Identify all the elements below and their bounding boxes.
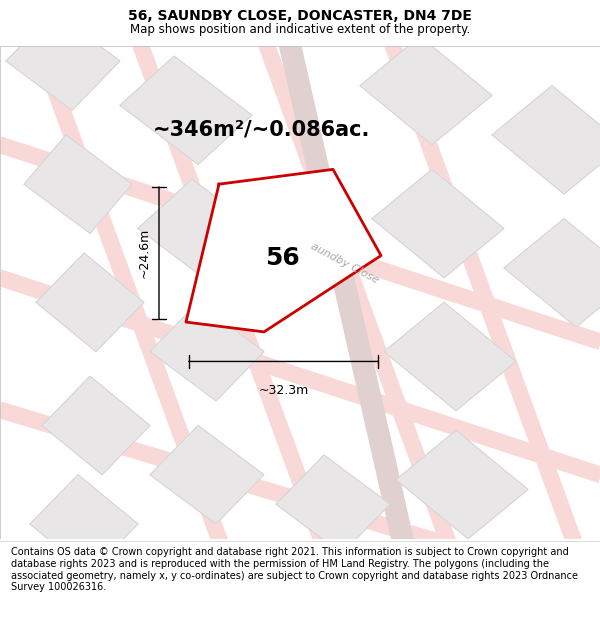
Polygon shape (138, 179, 264, 282)
Polygon shape (6, 12, 120, 110)
Polygon shape (276, 455, 390, 554)
Text: aundby Close: aundby Close (310, 241, 380, 285)
Text: Map shows position and indicative extent of the property.: Map shows position and indicative extent… (130, 23, 470, 36)
Text: Contains OS data © Crown copyright and database right 2021. This information is : Contains OS data © Crown copyright and d… (11, 548, 578, 592)
Text: ~346m²/~0.086ac.: ~346m²/~0.086ac. (152, 120, 370, 140)
Polygon shape (120, 56, 252, 164)
Polygon shape (150, 426, 264, 524)
Polygon shape (504, 219, 600, 327)
Polygon shape (150, 302, 264, 401)
Polygon shape (36, 253, 144, 352)
Polygon shape (42, 376, 150, 475)
Polygon shape (30, 475, 138, 573)
Text: 56, SAUNDBY CLOSE, DONCASTER, DN4 7DE: 56, SAUNDBY CLOSE, DONCASTER, DN4 7DE (128, 9, 472, 23)
Text: ~24.6m: ~24.6m (137, 228, 151, 278)
Polygon shape (492, 86, 600, 194)
Polygon shape (186, 169, 381, 332)
Text: ~32.3m: ~32.3m (259, 384, 308, 397)
Polygon shape (396, 431, 528, 539)
Text: 56: 56 (265, 246, 300, 269)
Polygon shape (360, 36, 492, 145)
Polygon shape (24, 135, 132, 233)
Polygon shape (372, 169, 504, 278)
Polygon shape (384, 302, 516, 411)
